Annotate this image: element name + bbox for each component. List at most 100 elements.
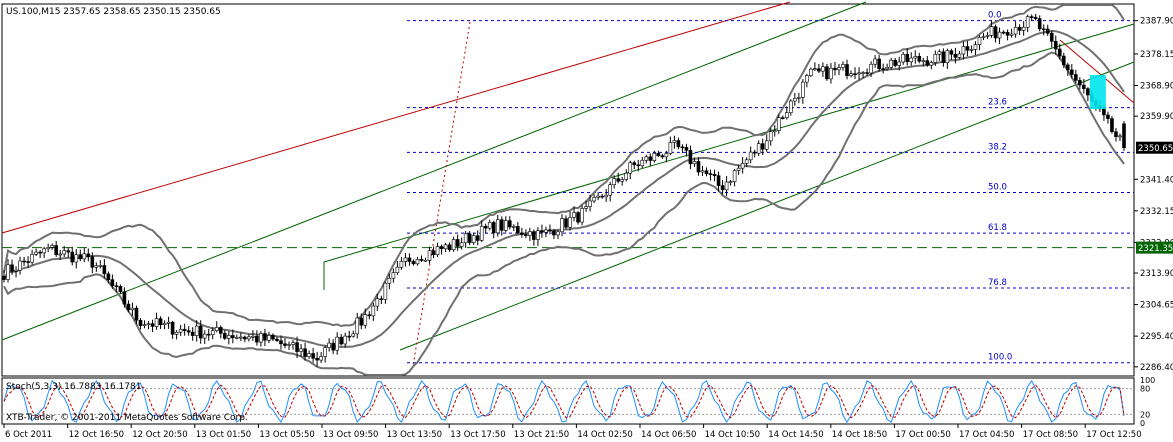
candle-body — [162, 322, 167, 326]
candle-body — [576, 212, 580, 223]
candle-body — [596, 195, 600, 198]
candle-body — [552, 230, 556, 236]
candle-body — [82, 253, 87, 260]
candle-body — [34, 251, 38, 255]
candle-body — [985, 35, 990, 37]
candle-body — [259, 333, 263, 343]
candle-body — [1025, 16, 1030, 28]
stoch-level-label: 80 — [1140, 385, 1150, 394]
candle-body — [78, 254, 83, 260]
candle-body — [933, 54, 938, 63]
candle-body — [1057, 48, 1062, 57]
candle-body — [146, 323, 151, 326]
candle-body — [431, 250, 436, 256]
candle-body — [676, 140, 681, 148]
candle-body — [672, 140, 677, 143]
candle-body — [580, 208, 584, 223]
candle-body — [548, 229, 552, 232]
candle-body — [973, 44, 978, 50]
candle-body — [38, 251, 42, 254]
candle-body — [752, 151, 757, 154]
candle-body — [2, 275, 6, 280]
candle-body — [965, 46, 970, 51]
candle-body — [243, 336, 247, 340]
candle-body — [419, 259, 424, 261]
candle-body — [251, 336, 255, 338]
dotted-pitch-line[interactable] — [412, 21, 471, 367]
candle-body — [532, 231, 536, 240]
candle-body — [716, 175, 721, 186]
short-trend-line[interactable] — [1059, 39, 1135, 104]
time-tick-label: 12 Oct 16:50 — [69, 430, 124, 440]
fibo-level-label: 0.0 — [988, 11, 1002, 21]
candle-body — [640, 159, 645, 167]
stoch-level-label: 100 — [1140, 376, 1155, 385]
current-price-tag — [1136, 141, 1173, 154]
candle-body — [1110, 118, 1114, 133]
candle-body — [158, 318, 163, 326]
candle-body — [186, 330, 191, 333]
time-tick-label: 14 Oct 14:50 — [768, 430, 823, 440]
candle-body — [588, 200, 592, 207]
candle-body — [170, 321, 175, 335]
candle-body — [564, 218, 568, 228]
trend-channel-mid[interactable] — [323, 23, 1135, 290]
candle-body — [913, 56, 918, 59]
candle-body — [937, 51, 942, 55]
candle-body — [22, 260, 26, 263]
time-tick-label: 14 Oct 18:50 — [832, 430, 887, 440]
candle-body — [467, 233, 472, 243]
candle-body — [206, 333, 211, 336]
candle-body — [150, 323, 155, 327]
highlighted-candle-zone[interactable] — [1089, 74, 1106, 110]
candle-body — [323, 347, 327, 357]
price-tick-label: 2286.40 — [1140, 363, 1173, 373]
candle-body — [487, 222, 492, 229]
time-tick-label: 13 Oct 21:50 — [514, 430, 569, 440]
candle-body — [6, 264, 10, 280]
candle-body — [1037, 18, 1042, 30]
candle-body — [789, 100, 793, 113]
candle-body — [279, 340, 283, 345]
stoch-level-label: 0 — [1140, 419, 1145, 428]
candle-body — [475, 235, 480, 241]
candle-body — [102, 265, 107, 275]
time-tick-label: 14 Oct 10:50 — [705, 430, 760, 440]
candle-body — [528, 231, 532, 236]
candle-body — [46, 247, 50, 250]
candle-body — [114, 285, 119, 288]
candle-body — [355, 317, 360, 335]
trend-channel-lower[interactable] — [399, 61, 1135, 351]
candle-body — [231, 335, 235, 339]
candle-body — [909, 57, 914, 63]
bollinger-lower — [3, 51, 1125, 376]
candle-body — [383, 282, 388, 300]
price-channel-line[interactable] — [1, 1, 791, 234]
candle-body — [945, 50, 950, 64]
price-tick-label: 2378.15 — [1140, 50, 1173, 60]
candle-body — [1078, 80, 1082, 86]
candle-body — [1033, 17, 1038, 19]
time-tick-label: 14 Oct 02:50 — [577, 430, 632, 440]
candle-body — [291, 342, 295, 345]
candle-body — [780, 117, 785, 119]
candle-body — [471, 235, 476, 243]
candle-body — [612, 178, 616, 185]
time-tick-label: 13 Oct 13:50 — [387, 430, 442, 440]
candle-body — [817, 68, 821, 72]
candle-body — [728, 181, 733, 183]
candle-body — [600, 195, 604, 198]
candle-body — [700, 170, 705, 173]
candle-body — [869, 63, 873, 74]
candle-body — [1009, 33, 1014, 36]
candle-body — [439, 246, 444, 250]
candle-body — [126, 303, 131, 311]
candle-body — [849, 73, 853, 76]
candle-body — [435, 246, 440, 256]
candle-body — [748, 151, 753, 161]
candle-body — [917, 56, 922, 62]
candle-body — [335, 336, 339, 351]
candle-body — [901, 53, 906, 63]
hline-price-tag — [1136, 241, 1173, 254]
